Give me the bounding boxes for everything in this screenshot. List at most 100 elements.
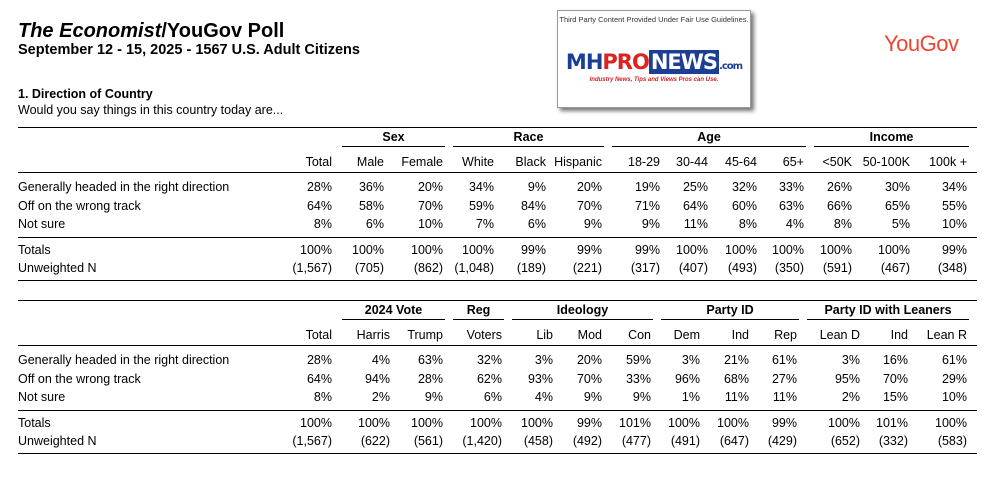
brand-part: MH (565, 50, 603, 74)
title-rest: /YouGov Poll (161, 20, 285, 42)
column-header: White (462, 154, 494, 169)
cell: 33% (625, 371, 651, 386)
cell: 101% (619, 415, 651, 430)
cell: 19% (634, 179, 660, 194)
column-header: 100k + (929, 154, 967, 169)
cell: 64% (306, 198, 332, 213)
rule (807, 319, 969, 320)
row-label: Not sure (18, 389, 66, 404)
cell: (652) (830, 433, 860, 448)
cell: 25% (682, 179, 708, 194)
cell: 2% (841, 389, 860, 404)
column-header: Mod (577, 327, 602, 342)
row-label: Totals (18, 242, 51, 257)
cell: (467) (880, 260, 910, 275)
rule (814, 146, 969, 147)
cell: 71% (634, 198, 660, 213)
cell: 70% (576, 371, 602, 386)
row-label: Generally headed in the right direction (18, 179, 230, 194)
cell: 55% (941, 198, 967, 213)
group-header: Party ID with Leaners (824, 302, 952, 317)
cell: 59% (468, 198, 494, 213)
column-header: 18-29 (628, 154, 660, 169)
cell: 59% (625, 352, 651, 367)
cell: 99% (576, 242, 602, 257)
cell: 9% (583, 389, 602, 404)
cell: 3% (841, 352, 860, 367)
cell: 100% (300, 242, 332, 257)
cell: 100% (411, 242, 443, 257)
cell: 100% (828, 415, 860, 430)
group-header: Reg (466, 302, 491, 317)
cell: 11% (724, 389, 749, 404)
cell: 9% (641, 216, 660, 231)
group-header: Sex (382, 129, 405, 144)
watermark-notice: Third Party Content Provided Under Fair … (559, 15, 749, 24)
rule (18, 410, 977, 411)
cell: 100% (820, 242, 852, 257)
cell: (622) (360, 433, 390, 448)
cell: (317) (630, 260, 660, 275)
cell: 100% (676, 242, 708, 257)
cell: 4% (371, 352, 390, 367)
cell: 63% (778, 198, 804, 213)
cell: 100% (521, 415, 553, 430)
cell: (561) (413, 433, 443, 448)
cell: 20% (417, 179, 443, 194)
column-header: Con (628, 327, 651, 342)
column-header: Hispanic (554, 154, 602, 169)
cell: 64% (306, 371, 332, 386)
cell: 66% (826, 198, 852, 213)
cell: 68% (723, 371, 749, 386)
column-header: Female (401, 154, 443, 169)
rule (18, 280, 977, 281)
cell: 64% (682, 198, 708, 213)
rule (18, 300, 977, 301)
cell: 9% (583, 216, 602, 231)
cell: 15% (882, 389, 908, 404)
cell: 36% (358, 179, 384, 194)
column-header: Trump (407, 327, 443, 342)
logo: YouGov (884, 31, 959, 56)
column-header: Lean R (926, 327, 967, 342)
watermark-tagline: Industry News, Tips and Views Pros can U… (589, 77, 719, 83)
column-header: Rep (774, 327, 797, 342)
column-header: Lean D (819, 327, 860, 342)
column-header: Harris (356, 327, 390, 342)
cell: 61% (771, 352, 797, 367)
cell: (407) (678, 260, 708, 275)
cell: (493) (727, 260, 757, 275)
row-label: Unweighted N (18, 260, 97, 275)
cell: 20% (576, 352, 602, 367)
cell: 32% (476, 352, 502, 367)
cell: 63% (417, 352, 443, 367)
cell: 27% (771, 371, 797, 386)
row-label: Not sure (18, 216, 66, 231)
cell: 100% (358, 415, 390, 430)
cell: 1% (681, 389, 700, 404)
row-label: Generally headed in the right direction (18, 352, 230, 367)
cell: 4% (534, 389, 553, 404)
column-header: 30-44 (676, 154, 708, 169)
row-label: Off on the wrong track (18, 371, 141, 386)
cell: (1,048) (454, 260, 494, 275)
cell: 100% (411, 415, 443, 430)
cell: 10% (941, 216, 967, 231)
cell: 70% (417, 198, 443, 213)
watermark-brand: MHPRONEWS .com (558, 50, 750, 74)
group-header: 2024 Vote (364, 302, 423, 317)
cell: 6% (527, 216, 546, 231)
question-text: Would you say things in this country tod… (18, 103, 284, 117)
cell: 96% (674, 371, 700, 386)
cell: 34% (941, 179, 967, 194)
rule (18, 237, 977, 238)
cell: 3% (534, 352, 553, 367)
cell: 10% (417, 216, 443, 231)
cell: 100% (725, 242, 757, 257)
rule (18, 172, 977, 173)
cell: 100% (935, 415, 967, 430)
cell: (189) (516, 260, 546, 275)
cell: 33% (778, 179, 804, 194)
cell: 61% (941, 352, 967, 367)
